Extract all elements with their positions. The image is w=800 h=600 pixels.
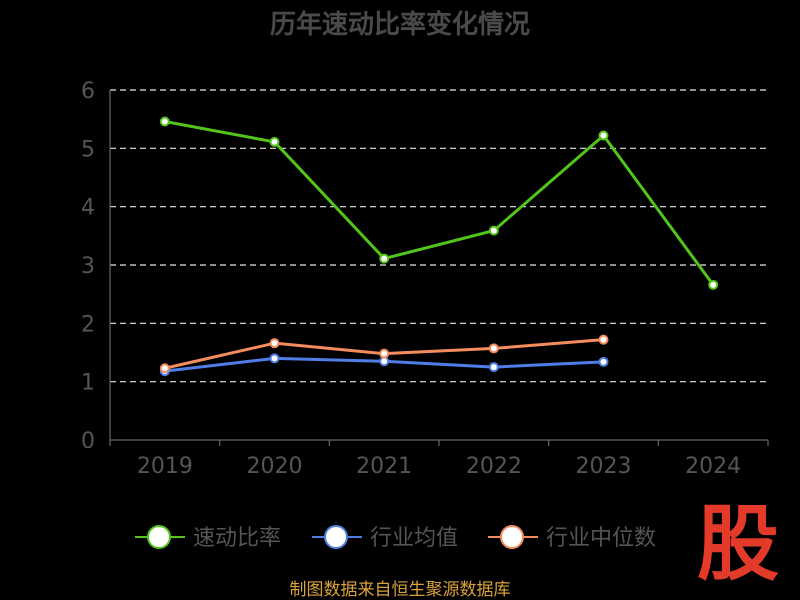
x-tick-label: 2023 (576, 454, 632, 479)
x-tick-label: 2021 (356, 454, 412, 479)
y-tick-label: 3 (81, 254, 95, 279)
legend-marker (500, 525, 524, 549)
x-tick-label: 2020 (247, 454, 303, 479)
y-tick-label: 5 (81, 137, 95, 162)
legend-label: 行业均值 (370, 526, 458, 551)
legend-marker (147, 525, 171, 549)
data-point (488, 362, 499, 373)
y-tick-label: 4 (81, 196, 95, 221)
data-point (159, 116, 170, 127)
data-point (708, 279, 719, 290)
legend-label: 速动比率 (193, 526, 281, 551)
y-tick-label: 2 (81, 312, 95, 337)
data-point (269, 338, 280, 349)
y-tick-label: 6 (81, 79, 95, 104)
legend-marker (324, 525, 348, 549)
y-tick-label: 1 (81, 371, 95, 396)
y-axis-ticks: 0 1 2 3 4 5 6 (81, 79, 95, 454)
data-point (159, 363, 170, 374)
legend-label: 行业中位数 (546, 526, 656, 551)
series-line-1 (164, 120, 715, 286)
data-point (598, 334, 609, 345)
data-point (488, 343, 499, 354)
chart-title: 历年速动比率变化情况 (270, 9, 530, 40)
x-axis-ticks: 2019 2020 2021 2022 2023 2024 (137, 454, 741, 479)
grid-lines (110, 89, 768, 383)
x-tick-label: 2024 (685, 454, 741, 479)
brand-logo-mark: 股 (697, 497, 779, 592)
data-point (269, 353, 280, 364)
x-tick-label: 2022 (466, 454, 522, 479)
x-tick-label: 2019 (137, 454, 193, 479)
data-source-footer: 制图数据来自恒生聚源数据库 (290, 580, 511, 600)
data-point (269, 136, 280, 147)
data-point (598, 130, 609, 141)
data-point (598, 356, 609, 367)
data-point (488, 225, 499, 236)
data-point (379, 253, 390, 264)
y-tick-label: 0 (81, 429, 95, 454)
legend: 速动比率 行业均值 行业中位数 (135, 525, 656, 551)
axes (109, 90, 769, 446)
data-point (379, 348, 390, 359)
series-lines (159, 116, 719, 377)
